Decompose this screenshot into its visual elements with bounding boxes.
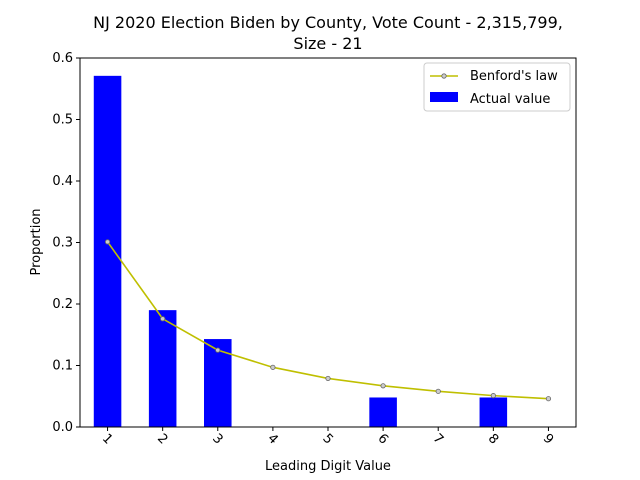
x-tick-label: 9 <box>540 431 556 447</box>
x-tick-label: 2 <box>154 431 170 447</box>
bar-digit-8 <box>479 397 508 427</box>
legend-frame <box>423 62 571 112</box>
chart-title-line1: NJ 2020 Election Biden by County, Vote C… <box>93 13 563 32</box>
legend-actual-swatch <box>430 92 458 102</box>
benford-point-6 <box>380 383 386 389</box>
y-tick-label: 0.2 <box>52 297 73 312</box>
bar-group <box>93 75 508 428</box>
y-tick-label: 0.1 <box>52 359 73 374</box>
y-tick-label: 0.0 <box>52 420 73 435</box>
x-tick-label: 5 <box>319 431 335 447</box>
benford-point-2 <box>160 316 166 322</box>
benford-point-7 <box>435 388 441 394</box>
bar-digit-2 <box>148 310 177 427</box>
y-axis-label: Proportion <box>29 208 44 275</box>
legend-benford-marker <box>441 73 447 79</box>
benford-point-8 <box>490 393 496 399</box>
chart-title-line2: Size - 21 <box>293 34 362 53</box>
legend: Benford's law Actual value <box>423 62 571 112</box>
x-tick-label: 3 <box>209 431 225 447</box>
x-tick-label: 1 <box>99 431 115 447</box>
x-tick-label: 4 <box>264 431 280 447</box>
x-axis: 1 2 3 4 5 6 7 8 9 <box>99 427 556 448</box>
benford-point-9 <box>545 396 552 402</box>
benford-point-4 <box>270 364 276 370</box>
benford-point-1 <box>104 239 111 245</box>
x-tick-label: 8 <box>485 431 501 447</box>
x-tick-label: 6 <box>375 431 391 447</box>
benford-point-3 <box>215 347 221 353</box>
bar-digit-1 <box>93 75 122 428</box>
y-tick-label: 0.5 <box>52 113 73 128</box>
benford-point-5 <box>325 375 331 382</box>
y-tick-label: 0.4 <box>52 174 73 189</box>
legend-actual-label: Actual value <box>470 92 550 107</box>
x-axis-label: Leading Digit Value <box>265 459 391 474</box>
benford-line-group <box>104 239 552 402</box>
y-tick-label: 0.6 <box>52 51 73 66</box>
x-tick-label: 7 <box>430 431 446 447</box>
y-tick-label: 0.3 <box>52 236 73 251</box>
bar-digit-6 <box>369 397 397 427</box>
legend-benford-label: Benford's law <box>470 69 558 84</box>
y-axis: 0.0 0.1 0.2 0.3 0.4 0.5 0.6 <box>52 51 80 435</box>
